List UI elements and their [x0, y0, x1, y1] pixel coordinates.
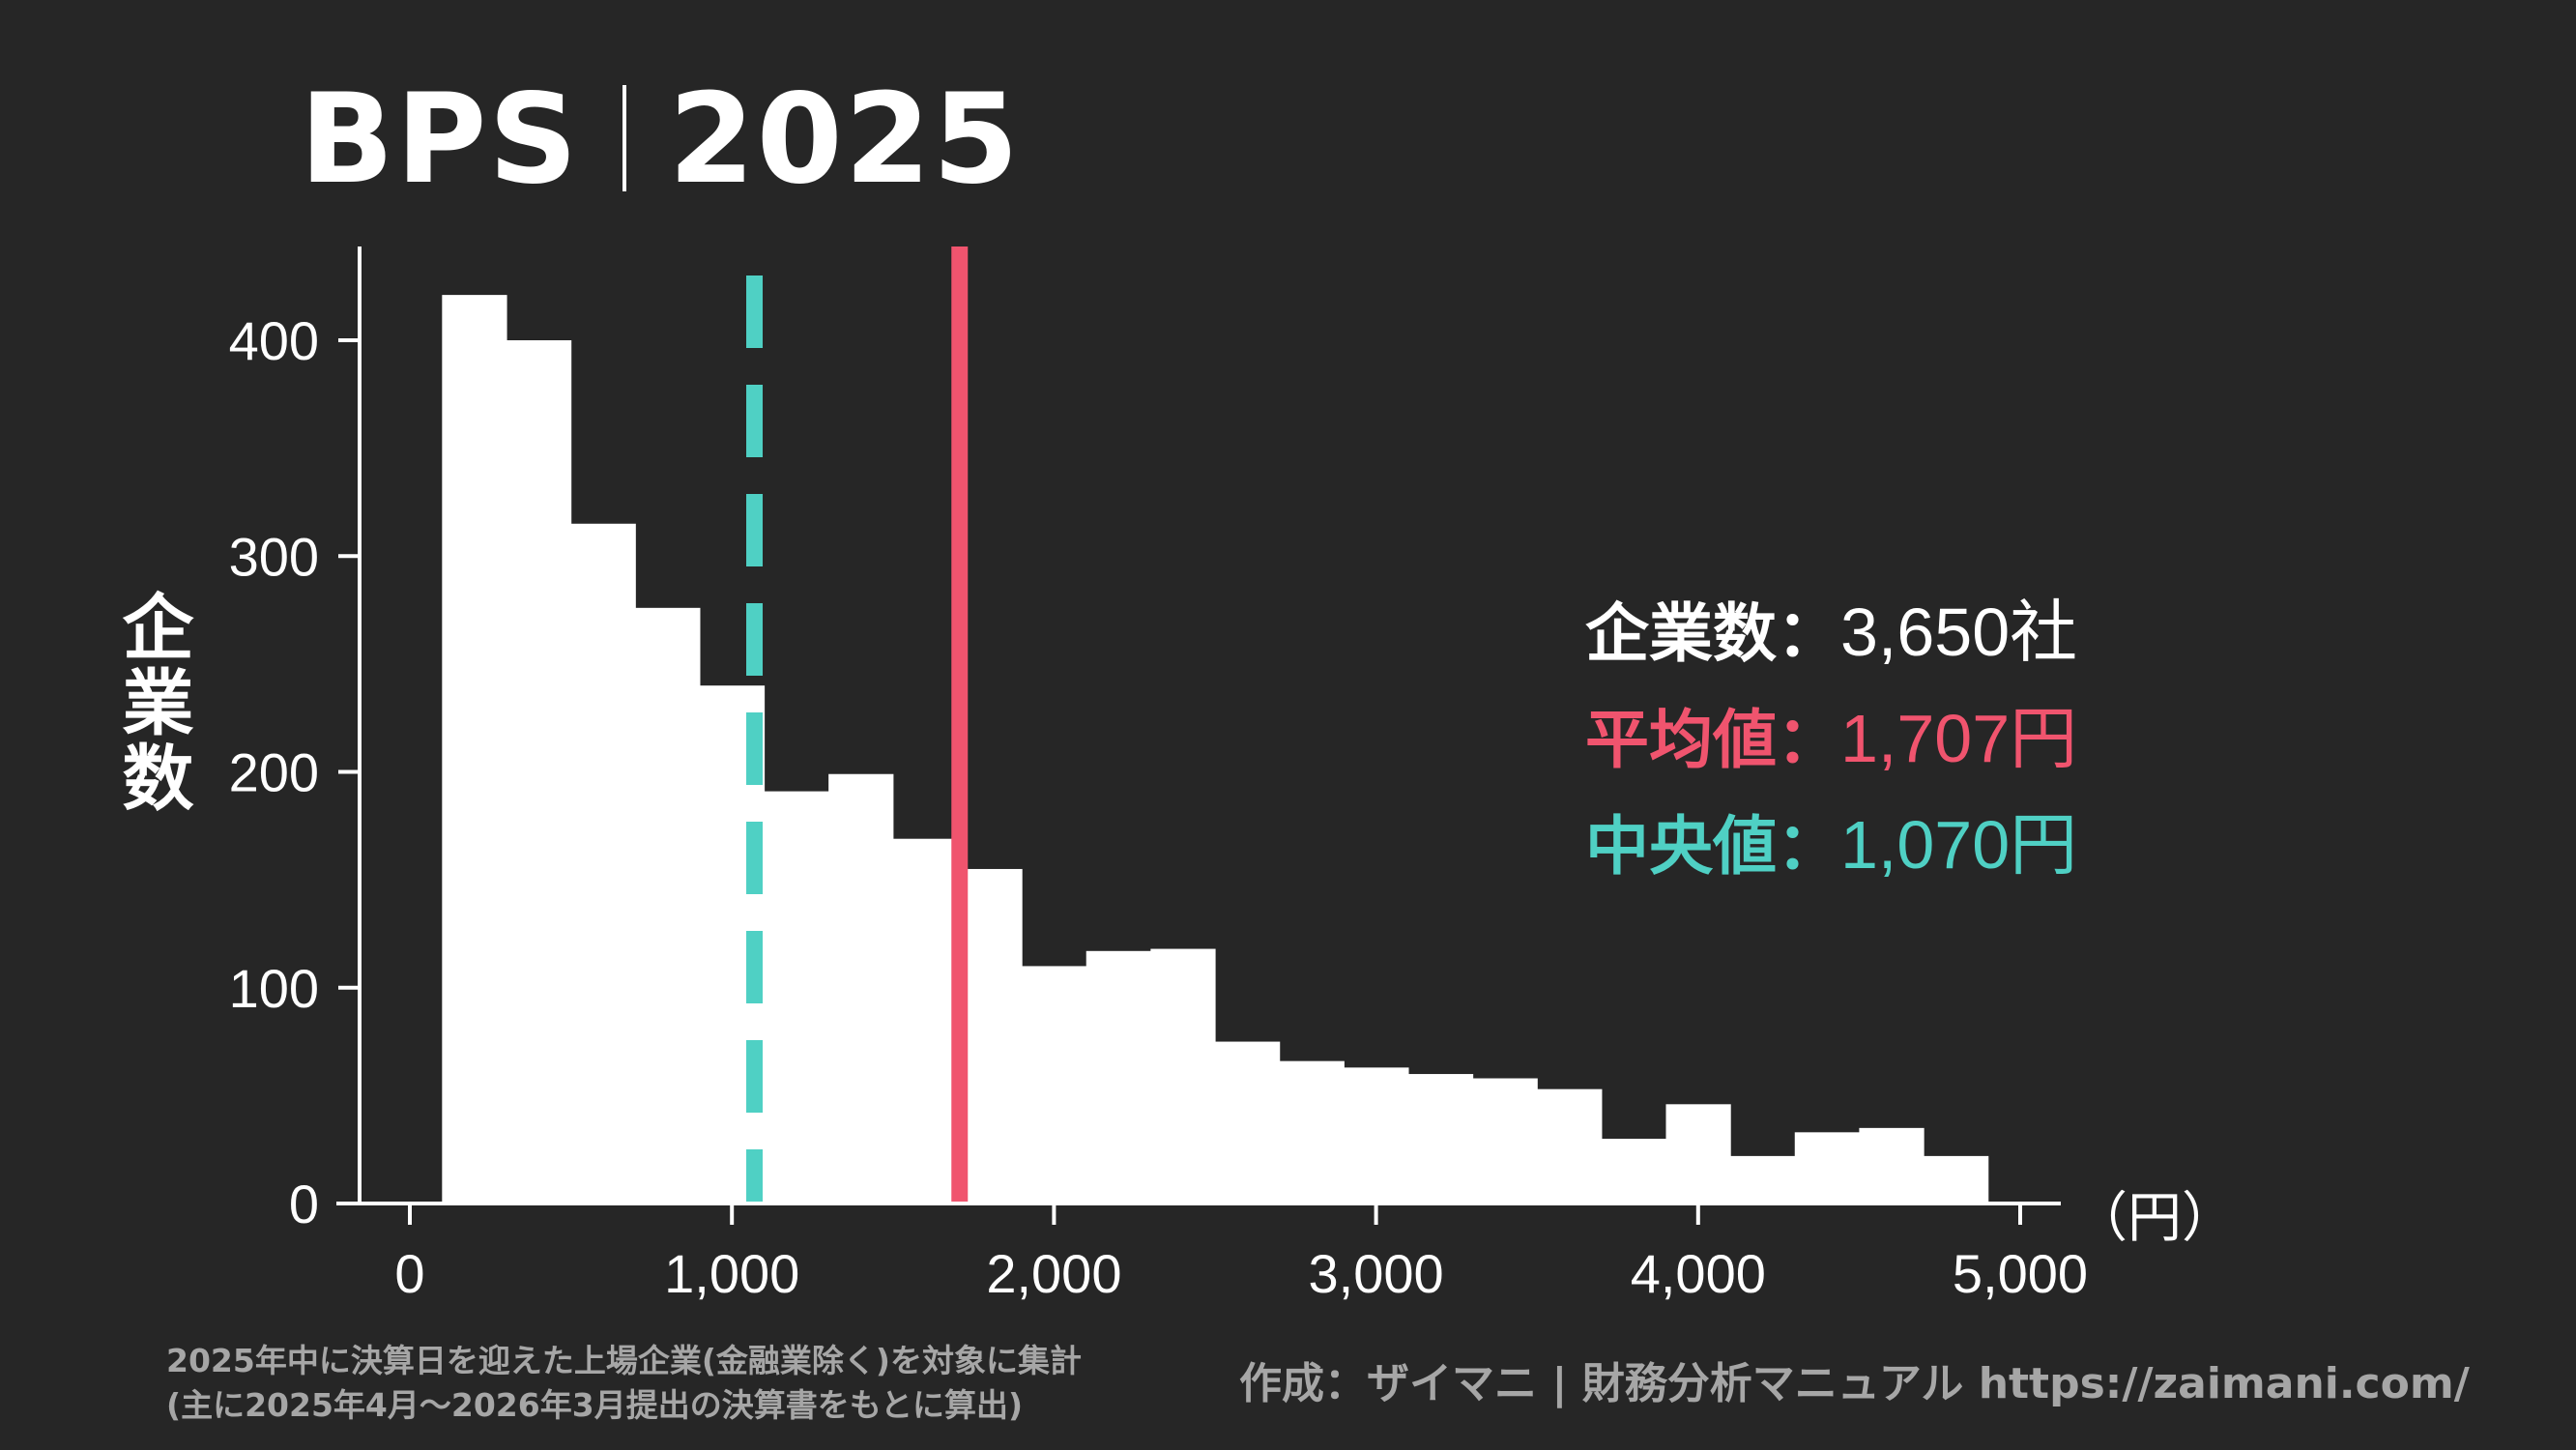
histogram-bar [1150, 948, 1216, 1204]
title-metric: BPS [300, 68, 580, 212]
stat-count-value: 3,650社 [1840, 594, 2078, 670]
histogram-bar [828, 773, 894, 1204]
histogram-bar [1794, 1132, 1860, 1204]
footnote: 2025年中に決算日を迎えた上場企業(金融業除く)を対象に集計 (主に2025年… [166, 1339, 1082, 1428]
x-tick-label: 4,000 [1631, 1243, 1766, 1304]
credit-text: 作成：ザイマニ | 財務分析マニュアル https://zaimani.com/ [1239, 1359, 2470, 1408]
x-tick-label: 2,000 [986, 1243, 1121, 1304]
histogram-bar [1924, 1155, 1989, 1204]
histogram-bar [1407, 1074, 1474, 1204]
footnote-line-1: 2025年中に決算日を迎えた上場企業(金融業除く)を対象に集計 [166, 1342, 1083, 1379]
stat-median-label: 中央値： [1585, 809, 1840, 884]
histogram-bar [635, 607, 701, 1204]
stat-median: 中央値：1,070円 [1585, 791, 2077, 888]
histogram-bar [764, 791, 829, 1204]
histogram-bar [442, 295, 507, 1204]
histogram-bar [570, 523, 636, 1204]
y-tick-label: 200 [229, 742, 319, 803]
y-tick-label: 0 [289, 1174, 319, 1234]
histogram-bar [1344, 1067, 1409, 1204]
histogram-bar [1859, 1127, 1925, 1204]
stat-mean: 平均値：1,707円 [1585, 684, 2077, 782]
histogram-bar [1601, 1139, 1667, 1204]
x-tick-label: 3,000 [1309, 1243, 1444, 1304]
chart-title: BPS 2025 [300, 68, 1021, 212]
histogram-bar [506, 340, 572, 1204]
footnote-line-2: (主に2025年4月〜2026年3月提出の決算書をもとに算出) [166, 1386, 1024, 1424]
x-tick-label: 5,000 [1953, 1243, 2088, 1304]
axes: 0 100 200 300 400 0 1,000 2,000 3,000 4,000 5,000 [229, 246, 2088, 1304]
title-year: 2025 [668, 68, 1021, 212]
histogram-bar [1537, 1088, 1603, 1204]
y-tick-label: 100 [229, 958, 319, 1019]
stat-median-value: 1,070円 [1840, 807, 2078, 883]
histogram-bar [1215, 1041, 1281, 1204]
histogram-bar [1022, 966, 1087, 1204]
histogram-bar [1085, 950, 1151, 1204]
x-axis-unit-label: （円） [2073, 1187, 2236, 1250]
y-axis-label: 企業数 [110, 590, 193, 816]
histogram-bar [1665, 1104, 1731, 1204]
histogram-bars [442, 295, 1989, 1204]
histogram-bar [1730, 1155, 1796, 1204]
stat-company-count: 企業数：3,650社 [1585, 578, 2077, 676]
reference-lines [746, 246, 969, 1204]
y-tick-label: 300 [229, 526, 319, 587]
histogram-bar [1279, 1060, 1345, 1204]
histogram-bar [892, 838, 959, 1204]
histogram-bar [1472, 1078, 1538, 1204]
histogram-bar [957, 868, 1023, 1204]
x-tick-label: 0 [394, 1243, 424, 1304]
stat-mean-value: 1,707円 [1840, 701, 2078, 776]
stat-count-label: 企業数： [1585, 596, 1840, 671]
y-tick-label: 400 [229, 310, 319, 371]
x-tick-label: 1,000 [664, 1243, 799, 1304]
stat-mean-label: 平均値： [1585, 703, 1840, 777]
title-separator [622, 85, 626, 191]
